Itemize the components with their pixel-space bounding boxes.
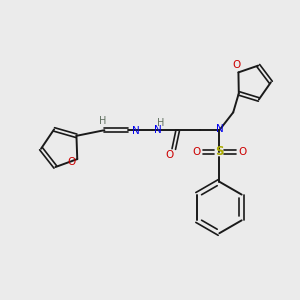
Text: O: O — [192, 147, 201, 157]
Text: O: O — [166, 150, 174, 160]
Text: H: H — [99, 116, 106, 126]
Text: S: S — [215, 146, 224, 158]
Text: O: O — [238, 147, 246, 157]
Text: N: N — [217, 124, 224, 134]
Text: H: H — [157, 118, 165, 128]
Text: N: N — [132, 126, 140, 136]
Text: N: N — [154, 125, 162, 135]
Text: O: O — [67, 157, 75, 167]
Text: O: O — [232, 61, 241, 70]
